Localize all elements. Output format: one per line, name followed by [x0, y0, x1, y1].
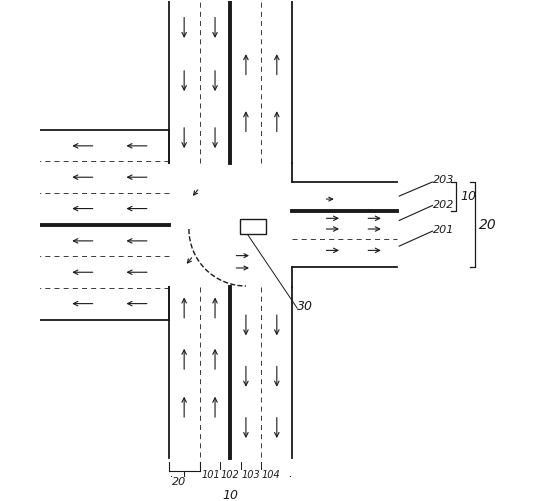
- Text: 20: 20: [172, 476, 186, 486]
- Text: 102: 102: [221, 470, 239, 480]
- Text: 10: 10: [222, 489, 239, 501]
- Text: 203: 203: [433, 175, 455, 185]
- Text: 30: 30: [297, 300, 313, 313]
- Text: 101: 101: [201, 470, 220, 480]
- Bar: [240, 219, 266, 234]
- Text: 20: 20: [479, 218, 497, 232]
- Text: 202: 202: [433, 200, 455, 210]
- Text: 104: 104: [262, 470, 281, 480]
- Text: 10: 10: [460, 190, 476, 203]
- Text: 201: 201: [433, 225, 455, 235]
- Text: 103: 103: [241, 470, 260, 480]
